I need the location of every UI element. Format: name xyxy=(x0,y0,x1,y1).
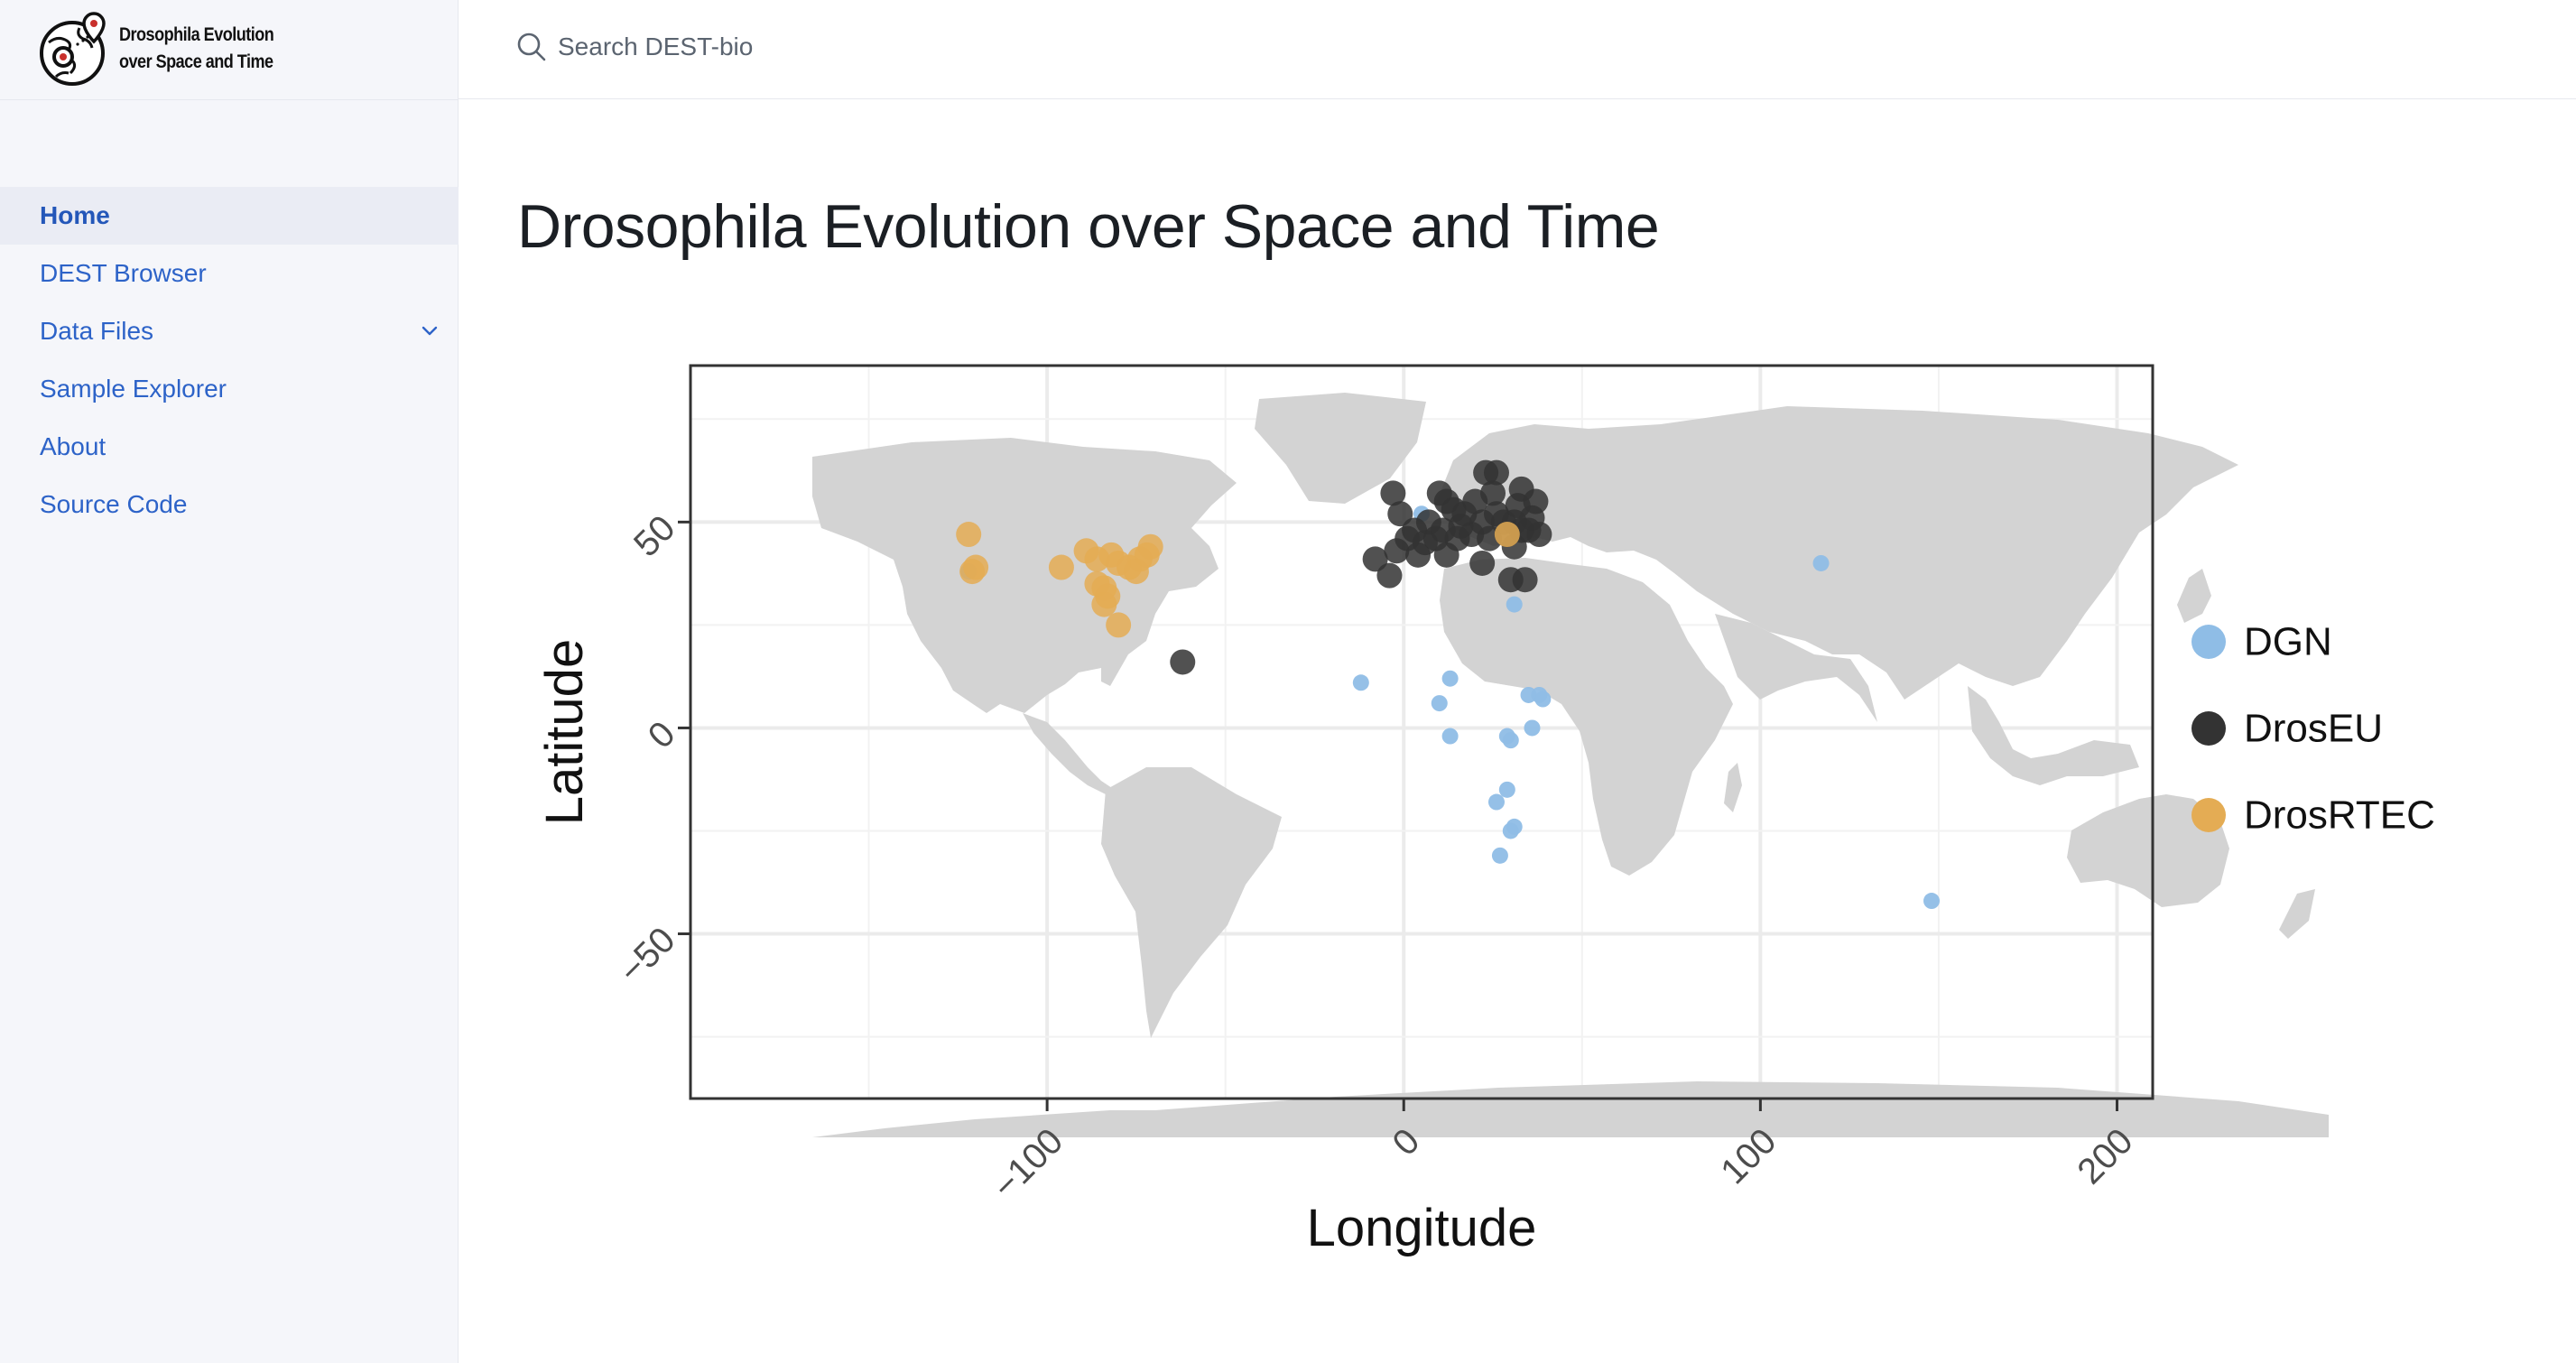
data-point-droseu xyxy=(1523,488,1549,515)
data-point-dgn xyxy=(1506,818,1523,835)
land-australia xyxy=(2067,794,2229,907)
sidebar-item-home[interactable]: Home xyxy=(0,187,459,245)
y-axis-label: Latitude xyxy=(535,639,594,825)
sidebar: Drosophila Evolution over Space and Time… xyxy=(0,0,459,1363)
data-point-drosrtec xyxy=(956,522,982,548)
search-placeholder: Search DEST-bio xyxy=(558,32,754,60)
sidebar-item-about[interactable]: About xyxy=(0,418,459,476)
land-central-america xyxy=(1023,713,1115,794)
data-point-drosrtec xyxy=(963,554,989,580)
data-point-dgn xyxy=(1498,781,1515,798)
legend-key-drosrtec xyxy=(2191,798,2226,832)
plot-panel-border xyxy=(689,364,2154,1100)
sidebar-item-label: Home xyxy=(40,201,110,229)
data-point-drosrtec xyxy=(1106,612,1132,638)
data-point-droseu xyxy=(1380,480,1406,506)
sidebar-item-sample-explorer[interactable]: Sample Explorer xyxy=(0,360,459,418)
data-point-dgn xyxy=(1524,719,1541,737)
data-point-droseu xyxy=(1384,538,1410,564)
land-greenland xyxy=(1255,393,1426,504)
legend-key-droseu xyxy=(2191,711,2226,746)
data-point-dgn xyxy=(1441,728,1459,745)
data-point-droseu xyxy=(1362,546,1388,572)
data-point-droseu xyxy=(1433,542,1459,568)
legend: DGN DrosEU DrosRTEC xyxy=(2191,620,2435,838)
data-point-drosrtec xyxy=(1048,554,1074,580)
data-point-dgn xyxy=(1812,554,1830,571)
data-point-dgn xyxy=(1431,695,1448,712)
sidebar-item-source-code[interactable]: Source Code xyxy=(0,476,459,533)
top-bar: Search DEST-bio xyxy=(459,0,2576,99)
y-tick-label: 0 xyxy=(641,714,683,756)
land-madagascar xyxy=(1724,763,1742,812)
sidebar-nav: Home DEST Browser Data Files Sample Expl… xyxy=(0,187,459,533)
data-point-dgn xyxy=(1923,893,1941,910)
legend-label-drosrtec: DrosRTEC xyxy=(2244,793,2435,838)
land-africa xyxy=(1440,558,1733,876)
data-point-droseu xyxy=(1412,530,1438,556)
y-tick-label: 50 xyxy=(626,508,683,565)
data-point-drosrtec xyxy=(1137,533,1163,560)
land-southeast-asia xyxy=(1968,686,2139,785)
data-point-dgn xyxy=(1441,670,1459,687)
land-new-zealand xyxy=(2279,889,2315,939)
logo-line-2: over Space and Time xyxy=(119,51,273,72)
x-axis-label: Longitude xyxy=(1307,1199,1537,1257)
sidebar-item-label: Data Files xyxy=(40,317,154,345)
legend-label-dgn: DGN xyxy=(2244,620,2332,664)
data-point-droseu xyxy=(1480,480,1506,506)
data-point-droseu xyxy=(1526,522,1552,548)
sidebar-item-dest-browser[interactable]: DEST Browser xyxy=(0,245,459,302)
data-point-dgn xyxy=(1506,596,1523,613)
search-icon xyxy=(517,32,546,61)
data-points xyxy=(956,459,1941,910)
sidebar-item-label: DEST Browser xyxy=(40,259,207,287)
data-point-drosrtec xyxy=(1084,570,1110,597)
data-point-dgn xyxy=(1487,793,1505,811)
search-input[interactable]: Search DEST-bio xyxy=(516,27,968,67)
sidebar-item-label: About xyxy=(40,432,107,460)
sidebar-item-label: Sample Explorer xyxy=(40,375,227,403)
data-point-drosrtec xyxy=(1494,522,1520,548)
data-point-droseu xyxy=(1376,562,1403,589)
logo-globe-icon xyxy=(40,12,106,86)
land-antarctica xyxy=(812,1081,2329,1137)
data-point-droseu xyxy=(1387,501,1413,527)
data-point-dgn xyxy=(1502,732,1519,749)
data-point-droseu xyxy=(1483,459,1509,486)
sidebar-header-divider xyxy=(0,99,459,100)
chevron-down-icon[interactable] xyxy=(417,319,442,344)
sidebar-item-data-files[interactable]: Data Files xyxy=(0,302,459,360)
data-point-dgn xyxy=(1352,674,1369,691)
land-north-america xyxy=(812,438,1237,713)
data-point-dgn xyxy=(1491,847,1508,864)
data-point-dgn xyxy=(1534,691,1552,708)
sidebar-item-label: Source Code xyxy=(40,490,188,518)
legend-label-droseu: DrosEU xyxy=(2244,707,2383,751)
page-title: Drosophila Evolution over Space and Time xyxy=(517,192,1660,261)
data-point-droseu xyxy=(1512,567,1538,593)
land-japan xyxy=(2177,569,2211,623)
data-point-droseu xyxy=(1170,649,1196,675)
legend-key-dgn xyxy=(2191,625,2226,659)
land-europe-asia xyxy=(1435,406,2238,700)
site-logo[interactable]: Drosophila Evolution over Space and Time xyxy=(36,5,307,92)
land-south-america xyxy=(1101,767,1282,1038)
logo-line-1: Drosophila Evolution xyxy=(119,24,274,45)
data-point-drosrtec xyxy=(1091,591,1117,617)
y-tick-label: −50 xyxy=(611,920,682,991)
data-point-droseu xyxy=(1469,550,1496,576)
logo-text: Drosophila Evolution over Space and Time xyxy=(119,22,274,76)
land-arabia-india xyxy=(1715,614,1877,722)
land-masses xyxy=(812,393,2329,1137)
